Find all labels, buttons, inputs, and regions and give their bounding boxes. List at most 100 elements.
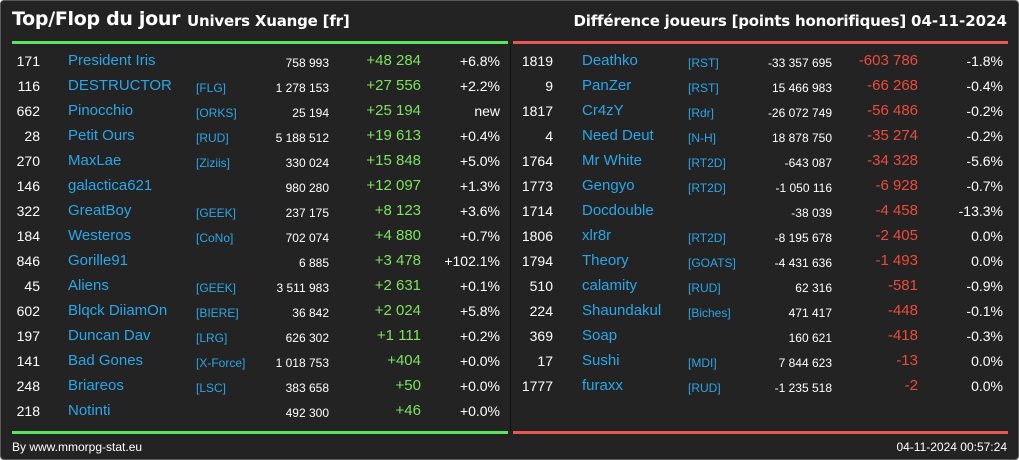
table-row: 1764 Mr White [RT2D] -643 087 -34 328 -5.6% [513, 148, 1008, 173]
points-difference-cell: +25 194 [366, 102, 421, 119]
alliance-tag-link[interactable]: [BIERE] [196, 306, 239, 320]
total-points-cell: 626 302 [285, 331, 329, 345]
alliance-tag-link[interactable]: [RUD] [196, 131, 229, 145]
alliance-tag-link[interactable]: [RUD] [688, 281, 721, 295]
alliance-tag-link[interactable]: [GEEK] [196, 206, 237, 220]
table-row: 9 PanZer [RST] 15 466 983 -66 268 -0.4% [513, 73, 1008, 98]
player-name-link[interactable]: calamity [582, 277, 638, 294]
percent-change-cell: -13.3% [958, 203, 1003, 219]
percent-change-cell: +3.6% [459, 203, 500, 219]
table-row: 141 Bad Gones [X-Force] 1 018 753 +404 +0.0% [12, 348, 508, 373]
player-name-link[interactable]: Petit Ours [68, 127, 135, 144]
alliance-tag-link[interactable]: [GOATS] [688, 256, 736, 270]
alliance-tag-link[interactable]: [ORKS] [196, 106, 237, 120]
player-name-link[interactable]: Pinocchio [68, 102, 134, 119]
percent-change-cell: 0.0% [971, 353, 1003, 369]
percent-change-cell: -0.7% [966, 178, 1003, 194]
player-name-link[interactable]: Westeros [68, 227, 132, 244]
player-name-link[interactable]: Bad Gones [68, 352, 144, 369]
player-name-link[interactable]: Mr White [582, 152, 642, 169]
alliance-tag-link[interactable]: [LSC] [196, 381, 227, 395]
player-name-link[interactable]: PanZer [582, 77, 632, 94]
rank-cell: 1714 [521, 203, 553, 219]
points-difference-cell: +1 111 [376, 327, 421, 344]
rank-cell: 270 [16, 153, 40, 169]
universe-label: Univers Xuange [fr] [187, 12, 350, 30]
report-date: 04-11-2024 [911, 12, 1007, 30]
player-name-link[interactable]: Deathko [582, 52, 638, 69]
total-points-cell: 1 278 153 [275, 81, 329, 95]
points-difference-cell: -448 [887, 302, 918, 319]
table-row: 1773 Gengyo [RT2D] -1 050 116 -6 928 -0.7% [513, 173, 1008, 198]
alliance-tag-link[interactable]: [FLG] [196, 81, 227, 95]
table-row: 218 Notinti 492 300 +46 +0.0% [12, 398, 508, 423]
total-points-cell: 15 466 983 [771, 81, 832, 95]
total-points-cell: 36 842 [292, 306, 329, 320]
rank-cell: 1777 [521, 378, 553, 394]
player-name-link[interactable]: Sushi [582, 352, 620, 369]
alliance-tag-link[interactable]: [GEEK] [196, 281, 237, 295]
points-difference-cell: -13 [896, 352, 918, 369]
percent-change-cell: +102.1% [444, 253, 500, 269]
percent-change-cell: 0.0% [971, 228, 1003, 244]
player-name-link[interactable]: Docdouble [582, 202, 654, 219]
alliance-tag-link[interactable]: [RT2D] [688, 181, 726, 195]
alliance-tag-link[interactable]: [LRG] [196, 331, 228, 345]
table-row: 322 GreatBoy [GEEK] 237 175 +8 123 +3.6% [12, 198, 508, 223]
table-row: 369 Soap 160 621 -418 -0.3% [513, 323, 1008, 348]
rank-cell: 1764 [521, 153, 553, 169]
player-name-link[interactable]: DESTRUCTOR [68, 77, 172, 94]
alliance-tag-link[interactable]: [MDI] [688, 356, 717, 370]
player-name-link[interactable]: Theory [582, 252, 629, 269]
alliance-tag-link[interactable]: [CoNo] [196, 231, 234, 245]
rank-cell: 662 [16, 103, 40, 119]
points-difference-cell: -6 928 [875, 177, 918, 194]
total-points-cell: 1 018 753 [275, 356, 329, 370]
total-points-cell: 702 074 [285, 231, 329, 245]
table-row: 270 MaxLae [Ziziis] 330 024 +15 848 +5.0% [12, 148, 508, 173]
rank-cell: 17 [537, 353, 553, 369]
alliance-tag-link[interactable]: [N-H] [688, 131, 716, 145]
alliance-tag-link[interactable]: [Rdr] [688, 106, 715, 120]
alliance-tag-link[interactable]: [Biches] [688, 306, 731, 320]
total-points-cell: 3 511 983 [276, 281, 330, 295]
points-difference-cell: +46 [395, 402, 421, 419]
player-name-link[interactable]: galactica621 [68, 177, 153, 194]
percent-change-cell: +0.0% [459, 378, 500, 394]
player-name-link[interactable]: Cr4zY [582, 102, 624, 119]
alliance-tag-link[interactable]: [RST] [688, 56, 719, 70]
column-divider [510, 44, 511, 431]
alliance-tag-link[interactable]: [X-Force] [196, 356, 246, 370]
player-name-link[interactable]: GreatBoy [68, 202, 132, 219]
player-name-link[interactable]: Briareos [68, 377, 124, 394]
player-name-link[interactable]: President Iris [68, 52, 156, 69]
alliance-tag-link[interactable]: [RT2D] [688, 231, 726, 245]
rank-cell: 171 [16, 53, 40, 69]
player-name-link[interactable]: xlr8r [582, 227, 612, 244]
player-name-link[interactable]: Duncan Dav [68, 327, 151, 344]
table-row: 17 Sushi [MDI] 7 844 623 -13 0.0% [513, 348, 1008, 373]
player-name-link[interactable]: Need Deut [582, 127, 654, 144]
page-title: Top/Flop du jour [12, 8, 181, 30]
player-name-link[interactable]: Blqck DiiamOn [68, 302, 168, 319]
alliance-tag-link[interactable]: [RUD] [688, 381, 721, 395]
player-name-link[interactable]: furaxx [582, 377, 623, 394]
total-points-cell: 471 417 [788, 306, 832, 320]
alliance-tag-link[interactable]: [RT2D] [688, 156, 726, 170]
top-accent-bar [12, 41, 508, 44]
rank-cell: 4 [545, 128, 553, 144]
player-name-link[interactable]: Shaundakul [582, 302, 662, 319]
percent-change-cell: +0.2% [459, 328, 500, 344]
rank-cell: 369 [529, 328, 553, 344]
player-name-link[interactable]: Gengyo [582, 177, 635, 194]
player-name-link[interactable]: Soap [582, 327, 618, 344]
alliance-tag-link[interactable]: [RST] [688, 81, 719, 95]
player-name-link[interactable]: Notinti [68, 402, 111, 419]
alliance-tag-link[interactable]: [Ziziis] [196, 156, 230, 170]
player-name-link[interactable]: Aliens [68, 277, 109, 294]
percent-change-cell: +1.3% [459, 178, 500, 194]
player-name-link[interactable]: Gorille91 [68, 252, 129, 269]
player-name-link[interactable]: MaxLae [68, 152, 122, 169]
percent-change-cell: -0.1% [966, 303, 1003, 319]
